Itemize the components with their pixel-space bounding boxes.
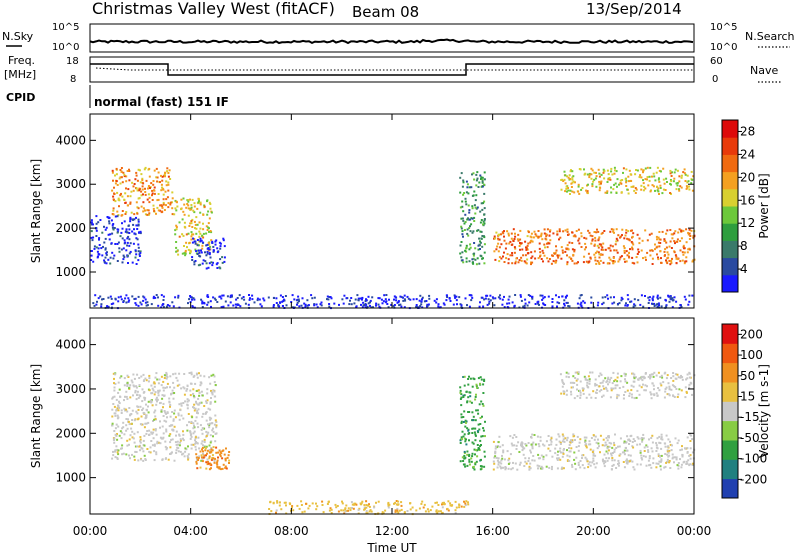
date-label: 13/Sep/2014: [586, 0, 682, 18]
freq-panel: Freq. [MHz] 18 8 60 0 Nave: [4, 54, 782, 85]
colorbar-tick-label: 28: [740, 124, 755, 138]
colorbar-swatch: [722, 478, 738, 499]
freq-tick-top: 18: [66, 56, 79, 67]
x-tick-label: 12:00: [375, 524, 410, 538]
cpid-text: normal (fast) 151 IF: [94, 95, 229, 109]
nave-tick-top: 60: [710, 56, 723, 67]
colorbar-swatch: [722, 343, 738, 364]
colorbar-swatch: [722, 120, 738, 138]
noise-right-tick-bottom: 10^0: [710, 42, 737, 53]
echo-region: [111, 371, 218, 462]
nave-tick-bottom: 0: [712, 74, 718, 85]
y-tick-label: 3000: [55, 382, 86, 396]
colorbar-label: Velocity [m s-1]: [757, 364, 771, 458]
noise-sky-line: [89, 38, 694, 45]
x-tick-label: 16:00: [475, 524, 510, 538]
colorbar-swatch: [722, 171, 738, 190]
colorbar-tick-label: 16: [740, 193, 755, 207]
y-tick-label: 4000: [55, 338, 86, 352]
colorbar-swatch: [722, 362, 738, 383]
x-tick-label: 04:00: [173, 524, 208, 538]
cpid-panel: CPID normal (fast) 151 IF: [6, 85, 229, 109]
freq-tick-bottom: 8: [70, 74, 76, 85]
colorbar-label: Power [dB]: [757, 173, 771, 238]
time-axis: 00:00 04:00 08:00 12:00 16:00 20:00 00:00: [73, 114, 712, 538]
beam-label: Beam 08: [352, 3, 419, 21]
echo-region: [559, 371, 696, 400]
echo-region: [268, 500, 470, 516]
noise-panel: N.Sky 10^5 10^0 10^5 10^0 N.Search: [2, 22, 795, 53]
colorbar-tick-label: 20: [740, 170, 755, 184]
y-tick-label: 1000: [55, 471, 86, 485]
colorbar-swatch: [722, 188, 738, 207]
colorbar-tick-label: -50: [740, 431, 760, 445]
colorbar-tick-label: 200: [740, 327, 763, 341]
x-axis-label: Time UT: [366, 541, 417, 554]
colorbar-swatch: [722, 401, 738, 422]
colorbar-swatch: [722, 223, 738, 241]
colorbar-swatch: [722, 240, 738, 259]
colorbar-swatch: [722, 440, 738, 460]
freq-unit-label: [MHz]: [4, 68, 36, 81]
y-axis-label: Slant Range [km]: [29, 159, 43, 263]
echo-region: [174, 197, 214, 257]
colorbar-tick-label: 24: [740, 147, 755, 161]
y-tick-label: 2000: [55, 426, 86, 440]
colorbar-swatch: [722, 459, 738, 480]
colorbar-swatch: [722, 420, 738, 441]
colorbar-swatch: [722, 137, 738, 155]
power-panel: 1000 2000 3000 4000 Slant Range [km] 4 8 12 16 20…: [29, 113, 771, 310]
colorbar-swatch: [722, 274, 738, 293]
cpid-label: CPID: [6, 91, 35, 104]
nave-line: [95, 67, 694, 71]
noise-left-label: N.Sky: [2, 30, 34, 43]
x-tick-label: 00:00: [73, 524, 108, 538]
x-tick-label: 00:00: [677, 524, 712, 538]
colorbar-swatch: [722, 154, 738, 173]
y-tick-label: 1000: [55, 265, 86, 279]
y-tick-label: 3000: [55, 177, 86, 191]
echo-region: [195, 446, 231, 471]
colorbar-tick-label: 15: [740, 390, 755, 404]
echo-region: [459, 171, 486, 266]
echo-region: [492, 433, 696, 471]
colorbar-tick-label: -100: [740, 452, 767, 466]
velocity-panel: 1000 2000 3000 4000 Slant Range [km] 200 100 50…: [29, 317, 771, 516]
freq-label: Freq.: [8, 54, 35, 67]
colorbar-tick-label: -15: [740, 410, 760, 424]
colorbar-tick-label: 8: [740, 239, 748, 253]
y-tick-label: 4000: [55, 133, 86, 147]
colorbar-tick-label: 100: [740, 348, 763, 362]
x-tick-label: 08:00: [274, 524, 309, 538]
echo-region: [111, 166, 176, 217]
y-tick-label: 2000: [55, 221, 86, 235]
colorbar-tick-label: -200: [740, 472, 767, 486]
noise-left-tick-bottom: 10^0: [52, 42, 79, 53]
echo-region: [560, 166, 695, 195]
echo-region: [191, 237, 226, 270]
colorbar-tick-label: 50: [740, 369, 755, 383]
colorbar-tick-label: 12: [740, 216, 755, 230]
colorbar-swatch: [722, 324, 738, 344]
freq-line: [90, 63, 694, 76]
colorbar-swatch: [722, 257, 738, 276]
colorbar-swatch: [722, 206, 738, 224]
noise-right-label: N.Search: [745, 30, 795, 43]
noise-left-tick-top: 10^5: [52, 22, 79, 33]
colorbar-swatch: [722, 382, 738, 402]
nave-label: Nave: [750, 64, 778, 77]
x-tick-label: 20:00: [576, 524, 611, 538]
echo-region: [90, 215, 142, 265]
noise-right-tick-top: 10^5: [710, 22, 737, 33]
colorbar-tick-label: 4: [740, 262, 748, 276]
station-title: Christmas Valley West (fitACF): [92, 0, 335, 18]
echo-region: [459, 375, 486, 471]
y-axis-label: Slant Range [km]: [29, 364, 43, 468]
